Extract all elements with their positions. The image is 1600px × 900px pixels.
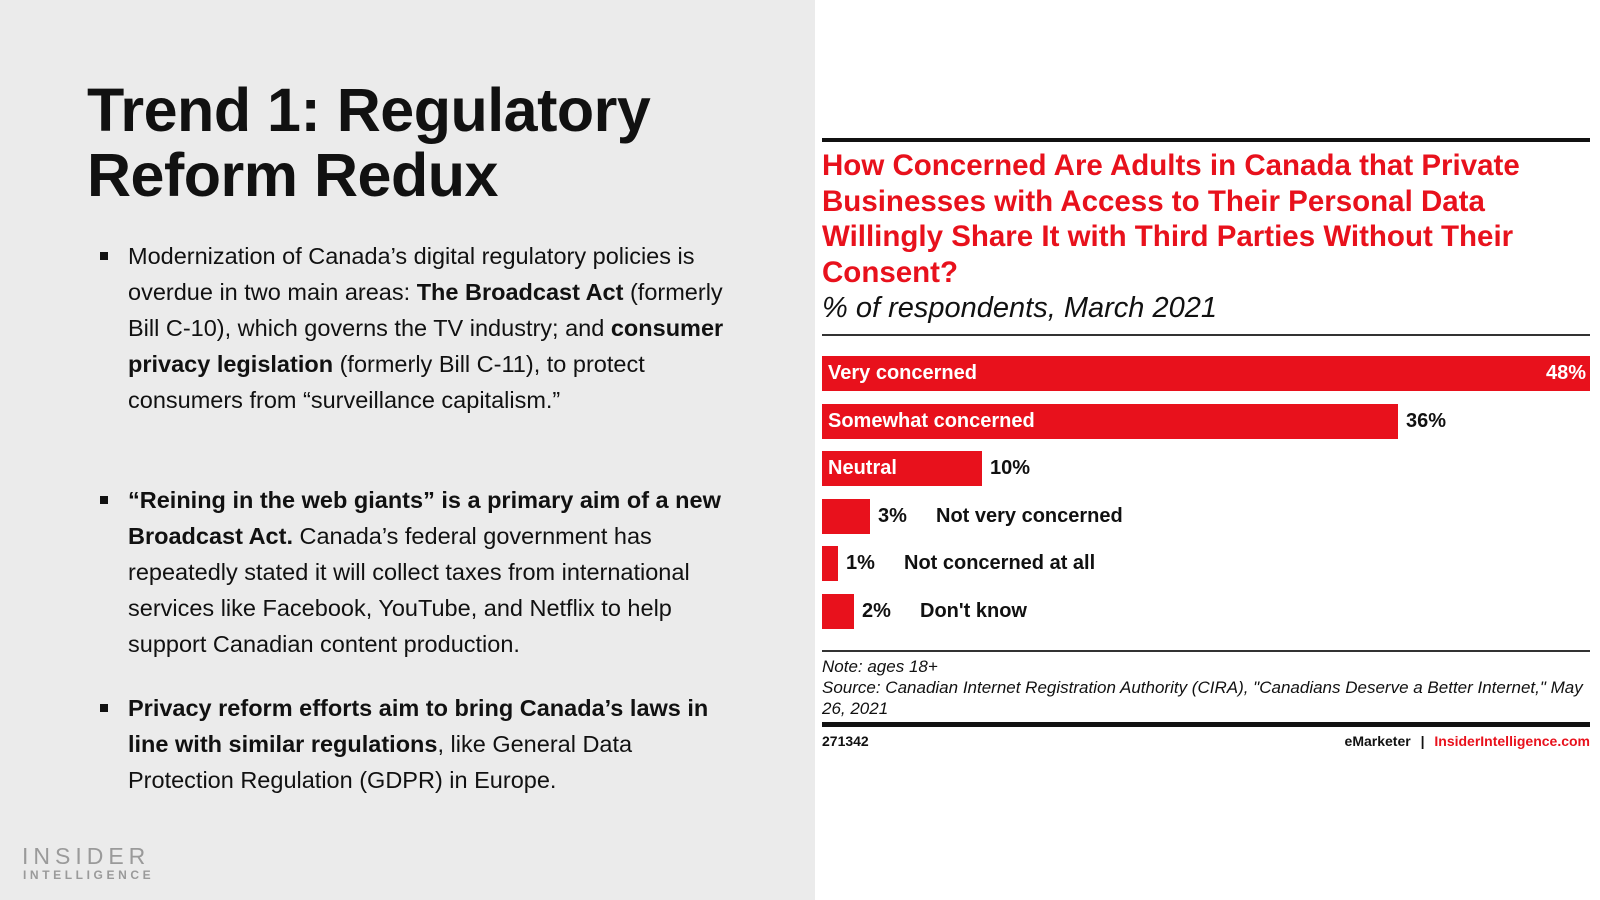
chart-note: Note: ages 18+ Source: Canadian Internet… <box>822 656 1590 719</box>
left-panel: Trend 1: Regulatory Reform Redux Moderni… <box>0 0 815 900</box>
bullet-text: The Broadcast Act <box>416 279 624 305</box>
value-label: 3% <box>878 504 907 527</box>
value-label: 48% <box>1545 362 1586 384</box>
bar <box>822 498 870 534</box>
bullet-point: Privacy reform efforts aim to bring Cana… <box>100 690 728 798</box>
category-label: Not very concerned <box>936 504 1123 527</box>
source-text: Source: Canadian Internet Registration A… <box>822 678 1583 718</box>
bottom-rule <box>822 722 1590 727</box>
brand-emarketer: eMarketer <box>1344 733 1411 749</box>
bar <box>822 356 1590 391</box>
bullet-point: Modernization of Canada’s digital regula… <box>100 238 728 418</box>
chart-subtitle: % of respondents, March 2021 <box>822 292 1217 324</box>
bar <box>822 593 854 629</box>
bullet-text: Modernization of Canada’s digital regula… <box>128 243 695 305</box>
title-line: Trend 1: Regulatory <box>87 76 651 144</box>
chart-title: How Concerned Are Adults in Canada that … <box>822 149 1520 289</box>
subtitle-rule <box>822 334 1590 336</box>
site-link[interactable]: InsiderIntelligence.com <box>1434 733 1590 749</box>
value-label: 1% <box>846 552 875 574</box>
bar <box>822 546 838 581</box>
bullet-text: (formerly Bill C-11), to protect consume… <box>128 351 645 413</box>
value-label: 36% <box>1406 409 1447 432</box>
category-label: Neutral <box>828 457 897 479</box>
value-label: 10% <box>990 457 1031 479</box>
top-rule <box>822 138 1590 142</box>
bullet-text: Privacy reform efforts aim to bring Cana… <box>128 695 709 757</box>
note-rule <box>822 650 1590 652</box>
slide-title: Trend 1: Regulatory Reform Redux <box>87 76 651 209</box>
bullet-text: , like General Data Protection Regulatio… <box>128 731 633 793</box>
chart-id: 271342 <box>822 733 869 749</box>
bullet-text: Canada’s federal government has repeated… <box>128 523 690 657</box>
category-label: Somewhat concerned <box>828 409 1035 432</box>
category-label: Don't know <box>920 599 1027 622</box>
bar <box>822 451 982 486</box>
bullet-text: “Reining in the web giants” is a primary… <box>128 487 721 549</box>
chart: How Concerned Are Adults in Canada that … <box>822 0 1590 900</box>
logo-line1: INSIDER <box>22 843 151 869</box>
footer-brand: eMarketer | InsiderIntelligence.com <box>1345 733 1590 749</box>
insider-intelligence-logo: INSIDER INTELLIGENCE <box>22 844 154 882</box>
separator: | <box>1420 733 1425 749</box>
category-label: Very concerned <box>828 362 977 384</box>
bullet-text: consumer privacy legislation <box>128 315 724 377</box>
category-label: Not concerned at all <box>904 552 1096 574</box>
title-line: Reform Redux <box>87 141 498 209</box>
bullet-text: (formerly Bill C-10), which governs the … <box>128 279 723 341</box>
bar <box>822 403 1398 439</box>
value-label: 2% <box>862 599 891 622</box>
note-text: Note: ages 18+ <box>822 657 938 676</box>
bullet-point: “Reining in the web giants” is a primary… <box>100 482 728 662</box>
logo-line2: INTELLIGENCE <box>23 868 155 882</box>
